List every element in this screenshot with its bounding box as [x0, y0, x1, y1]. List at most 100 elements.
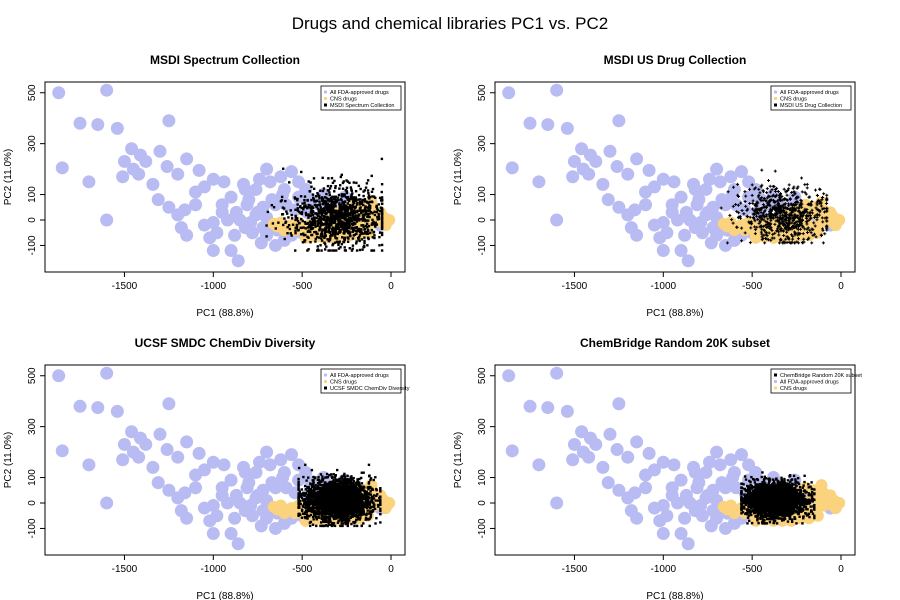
library-point — [318, 482, 321, 486]
library-point — [807, 195, 811, 199]
fda-point — [523, 399, 537, 413]
library-point — [796, 209, 800, 213]
library-point — [321, 484, 324, 487]
library-point — [319, 219, 322, 222]
library-point — [330, 176, 334, 180]
library-point — [373, 503, 376, 507]
library-point — [298, 210, 301, 213]
library-point — [810, 241, 814, 245]
library-point — [380, 212, 384, 215]
library-point — [377, 217, 381, 221]
library-point — [328, 473, 331, 477]
library-point — [342, 522, 345, 525]
library-point — [310, 225, 313, 228]
library-point — [349, 479, 353, 483]
fda-point — [612, 397, 626, 411]
library-point — [323, 196, 327, 199]
library-point — [380, 219, 384, 222]
library-point — [331, 227, 334, 231]
library-point — [325, 504, 328, 508]
library-point — [345, 511, 348, 514]
library-point — [778, 193, 782, 197]
library-point — [364, 205, 367, 208]
library-point — [347, 501, 350, 505]
library-point — [322, 497, 325, 500]
library-point — [825, 225, 829, 229]
library-point — [345, 508, 348, 512]
y-tick-label: -100 — [477, 518, 488, 538]
library-point — [322, 499, 325, 502]
library-point — [349, 484, 352, 488]
library-point — [380, 183, 384, 186]
library-point — [815, 193, 819, 197]
library-point — [294, 232, 297, 235]
library-point — [297, 493, 300, 497]
library-point — [785, 193, 789, 197]
library-point — [331, 509, 334, 512]
library-point — [380, 222, 384, 226]
library-point — [768, 216, 772, 220]
library-point — [341, 515, 344, 519]
library-point — [347, 221, 351, 224]
library-point — [782, 202, 786, 206]
library-point — [776, 190, 780, 194]
fda-point — [260, 162, 274, 176]
library-point — [758, 191, 762, 195]
library-point — [353, 488, 356, 492]
library-point — [349, 198, 352, 201]
library-point — [307, 216, 310, 219]
library-point — [816, 198, 820, 202]
library-point — [316, 478, 320, 482]
library-point — [344, 227, 348, 230]
legend-marker — [323, 90, 328, 94]
library-point — [321, 233, 324, 236]
fda-point — [612, 200, 626, 214]
library-point — [334, 226, 337, 230]
library-point — [304, 233, 307, 237]
library-point — [358, 491, 361, 495]
library-point — [800, 176, 804, 180]
fda-point — [630, 152, 644, 166]
library-point — [348, 504, 352, 508]
library-point — [282, 207, 286, 210]
library-point — [815, 212, 819, 216]
library-point — [313, 511, 316, 515]
y-tick-label: 300 — [27, 135, 38, 152]
library-point — [337, 506, 340, 510]
library-point — [326, 226, 329, 229]
library-point — [338, 206, 341, 209]
library-point — [306, 235, 309, 239]
fda-point — [117, 154, 131, 168]
library-point — [341, 193, 344, 197]
library-point — [331, 200, 334, 203]
library-point — [327, 189, 330, 192]
library-point — [365, 232, 369, 236]
library-point — [346, 524, 350, 528]
library-point — [312, 187, 316, 191]
fda-point — [541, 118, 555, 132]
library-point — [311, 499, 314, 503]
fda-point — [82, 458, 96, 472]
fda-point — [254, 236, 268, 250]
library-point — [317, 486, 320, 489]
library-point — [319, 511, 323, 514]
panel-title: UCSF SMDC ChemDiv Diversity — [135, 336, 316, 350]
library-point — [755, 200, 759, 204]
library-point — [367, 196, 370, 199]
x-tick-label: -1500 — [562, 564, 588, 575]
library-point — [316, 512, 320, 515]
library-point — [308, 507, 312, 511]
library-point — [316, 481, 320, 485]
library-point — [315, 199, 319, 202]
library-point — [379, 502, 382, 505]
library-point — [323, 232, 327, 235]
library-point — [338, 214, 341, 218]
library-point — [774, 215, 778, 219]
fda-point — [162, 397, 176, 411]
library-point — [367, 213, 370, 216]
fda-point — [91, 401, 105, 415]
library-point — [316, 212, 319, 216]
library-point — [380, 207, 383, 210]
fda-point — [284, 448, 298, 462]
